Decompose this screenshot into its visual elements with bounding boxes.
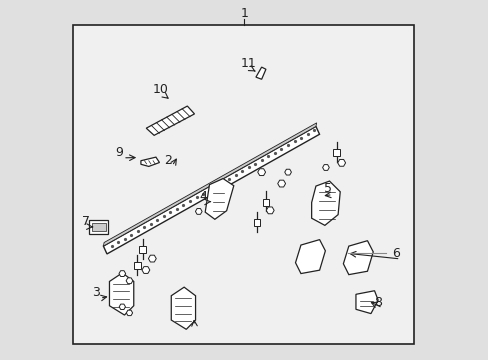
Polygon shape xyxy=(295,240,325,274)
Polygon shape xyxy=(148,255,156,262)
Bar xyxy=(134,262,140,269)
Polygon shape xyxy=(103,126,319,254)
Polygon shape xyxy=(337,159,345,166)
Polygon shape xyxy=(277,180,285,187)
Text: 7: 7 xyxy=(81,215,89,228)
Polygon shape xyxy=(141,157,159,166)
Bar xyxy=(262,199,268,206)
Text: 8: 8 xyxy=(374,296,382,309)
Text: 4: 4 xyxy=(199,190,207,203)
Polygon shape xyxy=(142,267,149,274)
Bar xyxy=(92,223,105,231)
Polygon shape xyxy=(126,278,133,284)
Polygon shape xyxy=(311,181,340,225)
Polygon shape xyxy=(119,271,125,276)
Bar xyxy=(139,246,145,253)
Bar xyxy=(333,149,339,157)
Polygon shape xyxy=(195,208,202,214)
Text: 3: 3 xyxy=(91,286,99,299)
Bar xyxy=(253,219,260,226)
Text: 6: 6 xyxy=(391,247,400,260)
Polygon shape xyxy=(255,67,265,79)
Polygon shape xyxy=(103,123,316,246)
Bar xyxy=(89,220,107,234)
Text: 9: 9 xyxy=(115,146,122,159)
Polygon shape xyxy=(322,165,328,170)
Polygon shape xyxy=(126,310,132,316)
Polygon shape xyxy=(109,273,134,315)
Polygon shape xyxy=(257,169,265,176)
Polygon shape xyxy=(284,169,291,175)
Polygon shape xyxy=(205,179,233,219)
Polygon shape xyxy=(343,241,372,275)
Polygon shape xyxy=(146,106,194,135)
Text: 5: 5 xyxy=(324,183,332,195)
Text: 11: 11 xyxy=(240,57,255,71)
Polygon shape xyxy=(119,304,125,310)
Polygon shape xyxy=(266,207,274,214)
Polygon shape xyxy=(355,291,377,314)
Bar xyxy=(73,24,413,344)
Text: 10: 10 xyxy=(152,84,168,96)
Polygon shape xyxy=(171,287,195,329)
Text: 1: 1 xyxy=(240,8,248,21)
Text: 2: 2 xyxy=(163,154,171,167)
